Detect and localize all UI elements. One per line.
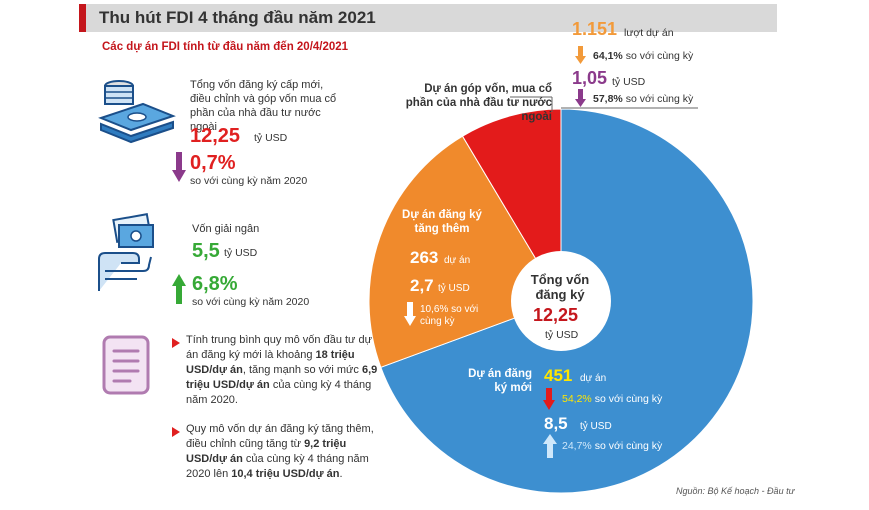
contribution-turns: 1.151	[572, 19, 618, 39]
new-capital-change: 24,7% so với cùng kỳ	[562, 440, 663, 452]
contribution-label: Dự án góp vốn, mua cổ phần của nhà đầu t…	[405, 83, 552, 123]
arrow-down-icon	[172, 152, 186, 182]
new-projects-unit: dự án	[580, 373, 607, 384]
total-change-text: so với cùng kỳ năm 2020	[190, 175, 308, 187]
total-value: 12,25	[190, 125, 241, 147]
additional-capital-unit: tỷ USD	[438, 283, 470, 294]
total-unit: tỷ USD	[254, 132, 288, 144]
donut-hole	[511, 251, 611, 351]
contribution-turns-arrow-down-icon	[575, 46, 586, 64]
disbursed-unit: tỷ USD	[224, 247, 258, 259]
contribution-turns-unit: lượt dự án	[624, 27, 674, 39]
contribution-capital-unit: tỷ USD	[612, 76, 646, 88]
note1-bullet-icon	[172, 338, 180, 348]
additional-projects: 263	[410, 248, 439, 267]
page-subtitle: Các dự án FDI tính từ đầu năm đến 20/4/2…	[102, 41, 349, 53]
center-label: Tổng vốn đăng ký	[530, 272, 590, 302]
pie-slice-capital-contribution	[461, 108, 562, 303]
additional-arrow-down-icon	[404, 302, 416, 326]
new-capital-arrow-up-icon	[543, 434, 557, 458]
title-accent	[79, 4, 86, 32]
disbursed-change: 6,8%	[192, 273, 238, 295]
new-projects-change: 54,2% so với cùng kỳ	[562, 393, 663, 405]
page-title: Thu hút FDI 4 tháng đầu năm 2021	[99, 8, 376, 27]
disbursed-value: 5,5	[192, 240, 220, 262]
additional-label: Dự án đăng ký tăng thêm	[402, 209, 482, 235]
total-desc: Tổng vốn đăng ký cấp mới, điều chỉnh và …	[190, 79, 337, 133]
contribution-capital: 1,05	[572, 68, 608, 88]
new-projects-arrow-down-icon	[543, 388, 555, 410]
additional-capital: 2,7	[410, 276, 434, 295]
new-label: Dự án đăng ký mới	[468, 368, 532, 394]
new-capital-unit: tỷ USD	[580, 421, 612, 432]
note2-text: Quy mô vốn dự án đăng ký tăng thêm, điều…	[186, 423, 374, 480]
disbursed-change-text: so với cùng kỳ năm 2020	[192, 296, 310, 308]
center-value: 12,25	[533, 305, 579, 325]
additional-projects-unit: dự án	[444, 255, 471, 266]
title-bar: Thu hút FDI 4 tháng đầu năm 2021	[79, 4, 777, 32]
note2-bullet-icon	[172, 427, 180, 437]
arrow-up-icon	[172, 274, 186, 304]
money-stack-icon	[98, 80, 176, 144]
contribution-capital-change: 57,8% so với cùng kỳ	[593, 93, 694, 105]
new-capital: 8,5	[544, 414, 568, 433]
contribution-turns-change: 64,1% so với cùng kỳ	[593, 50, 694, 62]
additional-capital-change: 10,6% so với cùng kỳ	[420, 304, 479, 327]
document-icon	[102, 335, 150, 395]
hand-money-icon	[98, 213, 154, 291]
center-unit: tỷ USD	[545, 329, 579, 341]
new-projects: 451	[544, 366, 573, 385]
contribution-capital-arrow-down-icon	[575, 89, 586, 107]
note1-text: Tính trung bình quy mô vốn đầu tư dự án …	[186, 334, 378, 406]
disbursed-desc: Vốn giải ngân	[192, 223, 260, 235]
total-change: 0,7%	[190, 152, 236, 174]
source-note: Nguồn: Bộ Kế hoạch - Đầu tư	[676, 486, 795, 496]
